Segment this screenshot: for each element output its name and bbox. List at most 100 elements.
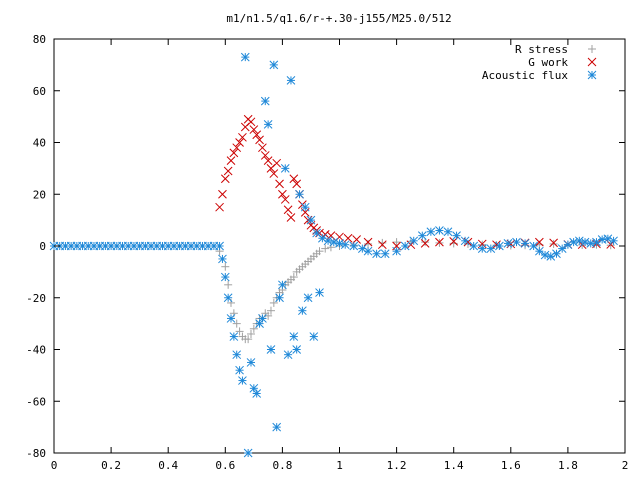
legend-marker-g-work: [587, 57, 597, 67]
x-tick-label: 0.4: [158, 459, 178, 472]
acoustic-flux-point: [229, 332, 239, 341]
acoustic-flux-point: [469, 241, 479, 251]
g-work-point: [275, 179, 284, 189]
acoustic-flux-point: [289, 332, 299, 341]
acoustic-flux-point: [309, 332, 319, 341]
acoustic-flux-point: [460, 236, 470, 246]
acoustic-flux-point: [486, 244, 496, 253]
x-tick-label: 1.6: [501, 459, 521, 472]
acoustic-flux-point: [272, 422, 282, 432]
r-stress-point: [315, 247, 324, 256]
r-stress-point: [235, 327, 244, 336]
g-work-point: [255, 135, 264, 145]
acoustic-flux-point: [580, 237, 590, 247]
axes: 0 0.2 0.4 0.6 0.8 1 1.2 1.4 1.6 1.8 2 80 60 40 20 0 -20 -…: [26, 33, 628, 472]
acoustic-flux-point: [435, 226, 444, 235]
r-stress-point: [221, 262, 230, 271]
acoustic-flux-point: [586, 239, 596, 248]
r-stress-point: [244, 335, 253, 344]
acoustic-flux-point: [218, 254, 227, 264]
g-work-point: [229, 148, 239, 158]
acoustic-flux-point: [280, 164, 290, 173]
r-stress-point: [269, 298, 278, 307]
r-stress-point: [289, 273, 298, 282]
acoustic-flux-point: [323, 236, 333, 246]
y-tick-label: 20: [33, 188, 46, 201]
r-stress-point: [224, 280, 233, 289]
g-work-point: [252, 130, 262, 140]
acoustic-flux-point: [417, 231, 427, 241]
g-work-point: [260, 151, 270, 160]
acoustic-flux-point: [269, 60, 279, 70]
acoustic-flux-point: [232, 350, 242, 360]
acoustic-flux-point: [263, 120, 273, 129]
g-work-point: [235, 138, 244, 147]
legend-label-r-stress: R stress: [515, 43, 568, 56]
g-work-point: [420, 239, 430, 248]
acoustic-flux-point: [574, 236, 584, 246]
r-stress-point: [266, 306, 275, 315]
g-work-point: [363, 237, 373, 247]
x-tick-label: 0: [51, 459, 58, 472]
acoustic-flux-point: [534, 246, 544, 256]
y-tick-label: 0: [39, 240, 46, 253]
acoustic-flux-point: [275, 293, 284, 303]
g-work-point: [269, 169, 279, 178]
g-work-point: [218, 189, 227, 199]
acoustic-flux-point: [260, 96, 270, 106]
r-stress-point: [246, 329, 255, 338]
y-tick-label: 40: [33, 137, 46, 150]
legend-label-g-work: G work: [528, 56, 568, 69]
g-work-point: [246, 117, 256, 127]
acoustic-flux-point: [400, 241, 410, 251]
x-tick-label: 1.2: [387, 459, 407, 472]
acoustic-flux-point: [295, 189, 304, 199]
acoustic-flux-point: [226, 314, 236, 323]
acoustic-flux-point: [215, 241, 224, 251]
acoustic-flux-point: [283, 350, 293, 360]
g-work-point: [263, 156, 273, 165]
r-stress-point: [606, 241, 615, 250]
acoustic-flux-point: [503, 239, 513, 248]
g-work-point: [283, 205, 293, 215]
chart-title: m1/n1.5/q1.6/r-+.30-j155/M25.0/512: [226, 12, 451, 25]
g-work-point: [280, 195, 290, 204]
g-work-point: [278, 189, 287, 199]
r-stress-point: [232, 319, 241, 328]
acoustic-flux-point: [329, 237, 339, 247]
g-work-point: [232, 143, 242, 153]
g-work-point: [377, 240, 387, 250]
acoustic-flux-point: [363, 246, 373, 256]
y-tick-label: -60: [26, 395, 46, 408]
data-marks: [49, 52, 618, 458]
acoustic-flux-point: [258, 314, 267, 323]
acoustic-flux-point: [603, 234, 613, 244]
acoustic-flux-point: [246, 358, 256, 367]
acoustic-flux-point: [540, 250, 550, 260]
y-tick-label: 80: [33, 33, 46, 46]
acoustic-flux-point: [452, 231, 461, 241]
g-work-point: [549, 238, 558, 248]
r-stress-point: [378, 238, 387, 247]
acoustic-flux-point: [292, 345, 302, 354]
x-tick-label: 1.8: [558, 459, 578, 472]
acoustic-flux-point: [252, 389, 262, 398]
acoustic-flux-point: [512, 237, 521, 247]
acoustic-flux-point: [298, 306, 307, 316]
acoustic-flux-point: [409, 236, 419, 246]
acoustic-flux-point: [443, 227, 453, 237]
r-stress-point: [392, 238, 401, 247]
acoustic-flux-point: [569, 237, 578, 247]
acoustic-flux-point: [243, 448, 253, 458]
g-work-point: [289, 174, 299, 184]
g-work-point: [292, 179, 302, 189]
r-stress-point: [249, 324, 258, 333]
g-work-point: [286, 213, 296, 222]
acoustic-flux-point: [520, 239, 530, 248]
y-tick-label: -40: [26, 344, 46, 357]
g-work-point: [534, 237, 544, 247]
acoustic-flux-point: [349, 241, 359, 251]
acoustic-flux-point: [235, 365, 244, 375]
x-tick-label: 1.4: [444, 459, 464, 472]
